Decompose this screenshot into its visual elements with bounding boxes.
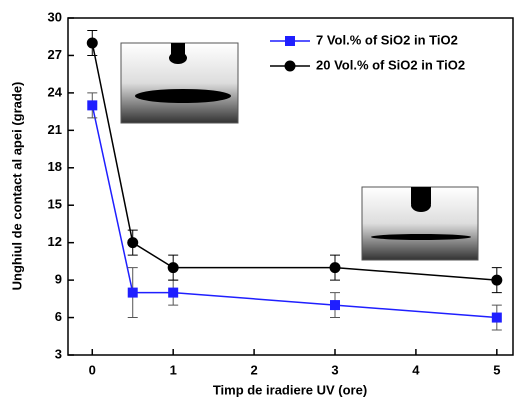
data-point (329, 262, 341, 274)
legend-marker (285, 36, 295, 46)
data-point (127, 287, 138, 298)
y-tick-label: 6 (55, 309, 62, 324)
inset-image (361, 186, 479, 261)
legend-label: 20 Vol.% of SiO2 in TiO2 (316, 57, 465, 72)
legend-label: 7 Vol.% of SiO2 in TiO2 (316, 32, 458, 47)
legend-marker (284, 60, 296, 72)
y-axis-label: Unghiul de contact al apei (grade) (9, 82, 24, 291)
x-tick-label: 4 (412, 362, 420, 377)
inset-image (120, 42, 239, 124)
x-tick-label: 1 (170, 362, 177, 377)
x-tick-label: 0 (89, 362, 96, 377)
y-tick-label: 9 (55, 272, 62, 287)
data-point (491, 274, 503, 286)
data-point (167, 262, 179, 274)
data-point (86, 37, 98, 49)
y-tick-label: 3 (55, 346, 62, 361)
plot-frame (67, 17, 514, 356)
y-tick-label: 27 (48, 47, 62, 62)
y-tick-label: 12 (48, 234, 62, 249)
y-tick-label: 30 (48, 9, 62, 24)
y-tick-label: 24 (48, 84, 63, 99)
x-tick-label: 3 (331, 362, 338, 377)
data-point (87, 100, 98, 111)
data-point (127, 237, 139, 249)
y-tick-label: 18 (48, 159, 62, 174)
data-point (330, 300, 340, 311)
data-point (491, 312, 502, 323)
x-tick-label: 2 (250, 362, 257, 377)
y-tick-label: 15 (48, 197, 62, 212)
y-tick-label: 21 (48, 122, 62, 137)
x-axis-label: Timp de iradiere UV (ore) (213, 382, 367, 397)
x-tick-label: 5 (493, 362, 500, 377)
data-point (168, 287, 179, 298)
